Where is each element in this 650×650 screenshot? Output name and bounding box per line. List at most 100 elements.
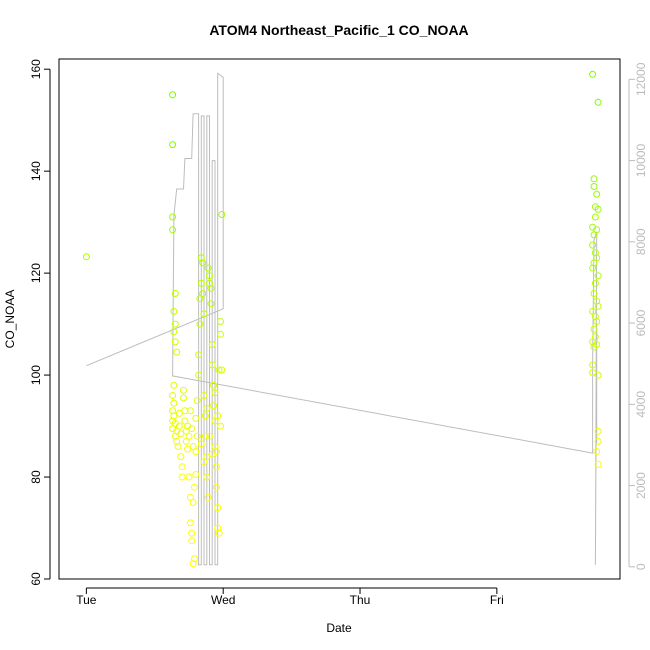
data-point: [591, 313, 599, 320]
data-point: [188, 529, 196, 537]
data-point: [594, 460, 602, 468]
line-layer: [86, 72, 598, 566]
data-point: [175, 409, 183, 417]
y2-tick-label: 10000: [634, 144, 648, 178]
data-point: [197, 440, 205, 448]
data-point: [188, 537, 196, 545]
y-tick-label: 120: [29, 263, 43, 283]
plot-area: [58, 58, 621, 580]
y2-tick-label: 8000: [634, 228, 648, 255]
data-point: [589, 70, 597, 78]
data-point: [589, 361, 597, 369]
data-point: [184, 445, 192, 453]
data-point: [206, 272, 213, 280]
data-point: [180, 394, 187, 402]
data-point: [189, 499, 197, 506]
data-point: [591, 333, 599, 341]
data-point: [169, 91, 177, 99]
plot-frame: [58, 58, 621, 580]
data-point: [214, 504, 222, 512]
data-point: [178, 463, 186, 471]
data-point: [200, 458, 208, 466]
data-point: [171, 338, 179, 346]
data-point: [177, 430, 185, 438]
data-point: [196, 295, 204, 303]
data-point: [207, 300, 215, 308]
data-point: [174, 443, 182, 450]
data-point: [169, 392, 177, 399]
data-point: [170, 412, 178, 420]
y2-tick-label: 0: [634, 563, 648, 570]
data-point: [590, 343, 598, 351]
data-point: [192, 414, 200, 422]
y-axis-left: 60 80 100 120 140 160: [29, 59, 51, 586]
data-point: [218, 366, 226, 374]
data-point: [207, 284, 215, 292]
data-point: [590, 259, 598, 267]
data-point: [169, 141, 177, 149]
data-point: [593, 448, 601, 455]
data-point: [199, 259, 207, 267]
data-point: [589, 307, 597, 315]
data-point: [590, 325, 598, 333]
data-point: [590, 175, 598, 183]
data-point: [193, 397, 201, 405]
data-point: [191, 483, 198, 491]
data-point: [189, 443, 197, 450]
y2-tick-label: 6000: [634, 309, 648, 336]
y2-tick-label: 2000: [634, 472, 648, 499]
data-point: [203, 404, 211, 412]
data-point: [212, 483, 220, 491]
data-point: [593, 297, 601, 305]
data-point: [169, 407, 177, 415]
data-point: [215, 529, 223, 537]
data-point: [594, 205, 602, 213]
data-point: [171, 432, 179, 440]
data-point: [594, 302, 602, 310]
data-point: [195, 371, 203, 379]
data-point: [589, 369, 597, 376]
data-point: [189, 560, 197, 568]
data-point: [188, 425, 196, 433]
data-point: [171, 320, 179, 328]
data-point: [201, 432, 209, 440]
data-point: [211, 443, 219, 450]
data-point: [199, 290, 207, 297]
data-point: [210, 402, 218, 410]
data-point: [591, 249, 599, 257]
data-point: [590, 290, 598, 297]
x-axis-label: Date: [326, 621, 352, 635]
data-point: [214, 412, 222, 420]
data-point: [203, 473, 211, 481]
data-point: [175, 422, 183, 430]
data-point: [170, 328, 178, 336]
data-point: [204, 264, 212, 272]
data-point: [173, 348, 181, 356]
data-point: [195, 351, 203, 359]
x-tick-label: Fri: [490, 593, 504, 607]
data-point: [206, 432, 213, 440]
y2-tick-label: 12000: [634, 62, 648, 96]
y-tick-label: 140: [29, 161, 43, 181]
data-point: [210, 381, 218, 389]
data-point: [594, 437, 602, 445]
data-point: [170, 381, 178, 389]
data-point: [215, 366, 223, 374]
data-point: [180, 386, 187, 394]
data-point: [217, 422, 224, 430]
y-tick-label: 100: [29, 365, 43, 385]
data-point: [593, 190, 601, 198]
data-point: [169, 213, 177, 221]
data-point: [201, 412, 209, 420]
chart-title: ATOM4 Northeast_Pacific_1 CO_NOAA: [209, 22, 468, 38]
data-point: [196, 320, 204, 328]
data-point: [589, 264, 597, 272]
data-point: [589, 241, 597, 249]
data-point: [197, 279, 205, 287]
data-point: [206, 279, 213, 287]
data-point: [171, 290, 179, 297]
data-point: [212, 463, 220, 471]
data-point: [594, 371, 602, 379]
